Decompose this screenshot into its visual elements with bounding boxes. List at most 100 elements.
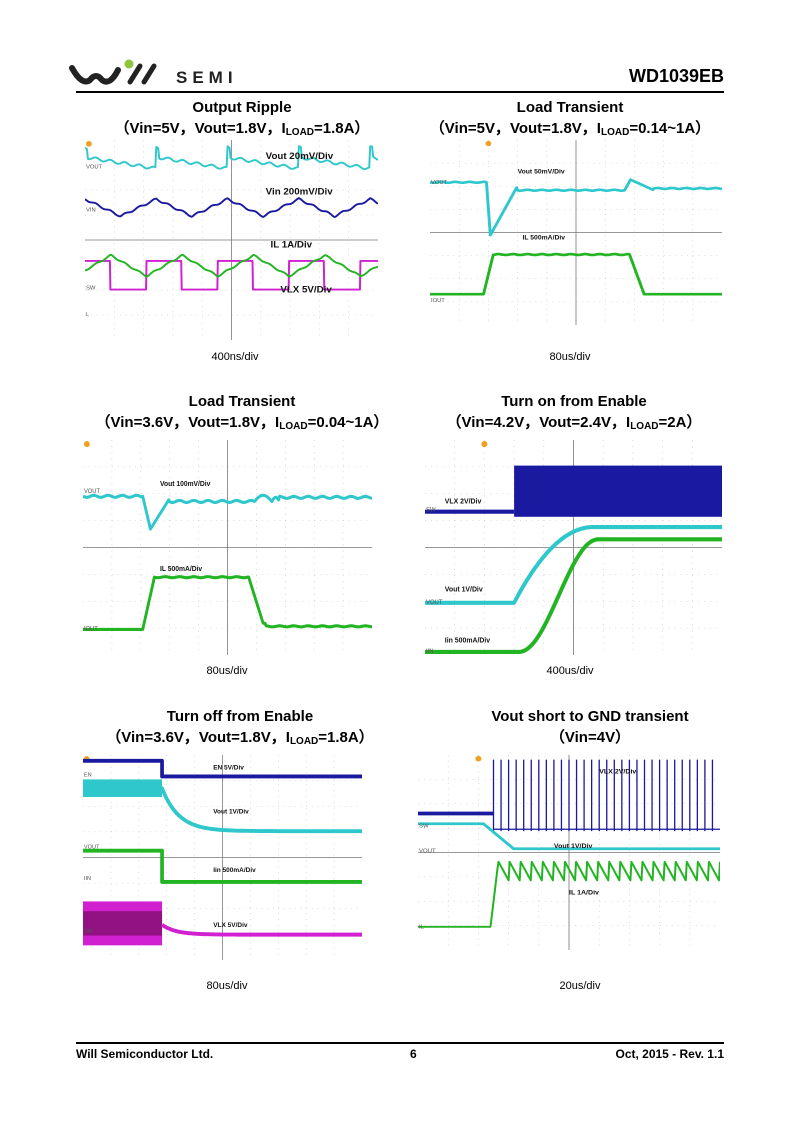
channel-scale-label: VLX 2V/Div — [445, 498, 482, 505]
conditions-text: （Vin=5V，Vout=1.8V，I — [429, 120, 601, 137]
figure-title: Turn on from Enable （Vin=4.2V，Vout=2.4V，I… — [404, 391, 744, 437]
waveform-trace — [85, 260, 378, 291]
timebase-label: 400us/div — [546, 665, 594, 677]
channel-scale-label: IL 1A/Div — [271, 240, 313, 251]
scope-grid — [430, 140, 722, 325]
waveform-trace — [425, 537, 722, 654]
channel-scale-label: Iin 500mA/Div — [445, 638, 490, 645]
footer-divider — [76, 1042, 724, 1044]
channel-marker: SW — [84, 929, 94, 935]
channel-scale-label: EN 5V/Div — [213, 765, 244, 772]
figure-conditions: （Vin=5V，Vout=1.8V，ILOAD=1.8A） — [72, 118, 412, 143]
channel-marker: IOUT — [84, 626, 98, 632]
waveform-trace — [418, 860, 720, 928]
figure-title-text: Turn off from Enable — [166, 708, 314, 725]
waveform-trace — [161, 923, 362, 937]
conditions-text-end: =1.8A） — [318, 729, 374, 746]
waveform-trace — [425, 524, 722, 605]
channel-marker: SW — [419, 824, 429, 830]
conditions-text: （Vin=4V） — [549, 729, 631, 746]
oscilloscope-capture: VOUT VIN SW L Vout 20mV/Div Vin 200mV/Div IL 1… — [85, 140, 378, 340]
figure-title-text: Load Transient — [516, 99, 624, 116]
waveform-band — [514, 465, 722, 517]
oscilloscope-capture: EN VOUT IIN SW EN 5V/Div Vout 1V/Div Iin 500mA… — [83, 755, 362, 960]
channel-scale-label: VLX 5V/Div — [213, 922, 248, 929]
scope-grid — [83, 440, 372, 655]
figure-title-text: Vout short to GND transient — [491, 708, 689, 725]
timebase-label: 400ns/div — [211, 351, 259, 363]
channel-marker: VOUT — [419, 849, 436, 855]
waveform-trace — [83, 848, 362, 884]
channel-scale-label: IL 1A/Div — [569, 889, 599, 896]
channel-scale-label: Vout 1V/Div — [445, 586, 483, 593]
conditions-subscript: LOAD — [600, 127, 630, 138]
trigger-marker-icon — [481, 441, 488, 448]
waveform-trace — [85, 145, 378, 170]
timebase-label: 20us/div — [559, 980, 601, 992]
channel-marker: VOUT — [84, 489, 100, 495]
conditions-text-end: =2A） — [658, 414, 702, 431]
waveform-trace — [492, 759, 720, 832]
figure-title-text: Load Transient — [188, 393, 296, 410]
trigger-marker-icon — [85, 140, 92, 147]
channel-scale-label: Vout 100mV/Div — [160, 481, 210, 488]
conditions-text: （Vin=5V，Vout=1.8V，I — [114, 120, 286, 137]
channel-scale-label: Vout 1V/Div — [213, 808, 249, 815]
header-divider — [76, 91, 724, 93]
waveform-trace — [85, 253, 378, 278]
figure-title: Turn off from Enable （Vin=3.6V，Vout=1.8V，… — [70, 706, 410, 752]
figure-conditions: （Vin=4.2V，Vout=2.4V，ILOAD=2A） — [404, 412, 744, 437]
conditions-subscript: LOAD — [289, 736, 319, 747]
figure-conditions: （Vin=5V，Vout=1.8V，ILOAD=0.14~1A） — [400, 118, 740, 143]
footer-date-revision: Oct, 2015 - Rev. 1.1 — [615, 1047, 724, 1061]
will-semi-logo — [69, 59, 157, 85]
scope-grid — [85, 140, 378, 340]
part-number: WD1039EB — [628, 66, 724, 86]
waveform-trace — [430, 178, 722, 237]
channel-scale-label: IL 500mA/Div — [160, 566, 202, 573]
channel-scale-label: VLX 2V/Div — [599, 769, 636, 776]
trigger-marker-icon — [485, 140, 492, 147]
figure-conditions: （Vin=3.6V，Vout=1.8V，ILOAD=1.8A） — [70, 727, 410, 752]
timebase-label: 80us/div — [549, 351, 591, 363]
channel-marker: IIN — [426, 649, 434, 655]
channel-scale-label: Vout 1V/Div — [554, 843, 593, 850]
waveform-trace — [83, 758, 362, 779]
conditions-text: （Vin=3.6V，Vout=1.8V，I — [95, 414, 280, 431]
channel-scale-label: Vin 200mV/Div — [266, 186, 334, 197]
channel-scale-label: Vout 20mV/Div — [266, 151, 334, 162]
waveform-trace — [83, 786, 362, 834]
conditions-text-end: =0.14~1A） — [629, 120, 711, 137]
conditions-subscript: LOAD — [630, 421, 659, 432]
oscilloscope-capture: VOUT IOUT Vout 50mV/Div IL 500mA/Div — [430, 140, 722, 325]
figure-title: Vout short to GND transient （Vin=4V） — [420, 706, 760, 752]
waveform-trace — [83, 493, 372, 531]
waveform-trace — [430, 252, 722, 296]
conditions-subscript: LOAD — [285, 127, 315, 138]
figure-conditions: （Vin=4V） — [420, 727, 760, 752]
channel-marker: EN — [84, 772, 92, 778]
channel-marker: VOUT — [431, 180, 448, 186]
conditions-text: （Vin=4.2V，Vout=2.4V，I — [446, 414, 631, 431]
waveform-trace — [83, 575, 372, 631]
channel-scale-label: VLX 5V/Div — [280, 284, 332, 295]
channel-scale-label: Iin 500mA/Div — [213, 867, 256, 874]
timebase-label: 80us/div — [206, 665, 248, 677]
conditions-text-end: =1.8A） — [314, 120, 370, 137]
figure-conditions: （Vin=3.6V，Vout=1.8V，ILOAD=0.04~1A） — [72, 412, 412, 437]
channel-scale-label: Vout 50mV/Div — [518, 169, 566, 176]
figure-title: Load Transient （Vin=3.6V，Vout=1.8V，ILOAD=… — [72, 391, 412, 437]
channel-marker: L — [86, 312, 90, 318]
logo-text: SEMI — [176, 68, 238, 87]
channel-marker: IOUT — [431, 298, 446, 304]
waveform-trace — [418, 822, 720, 851]
channel-marker: IIN — [84, 876, 91, 882]
channel-scale-label: IL 500mA/Div — [522, 235, 565, 242]
conditions-text-end: =0.04~1A） — [307, 414, 389, 431]
timebase-label: 80us/div — [206, 980, 248, 992]
channel-marker: VIN — [86, 207, 96, 213]
trigger-marker-icon — [83, 441, 90, 448]
figure-title: Load Transient （Vin=5V，Vout=1.8V，ILOAD=0.… — [400, 97, 740, 143]
trigger-marker-icon — [475, 755, 482, 762]
